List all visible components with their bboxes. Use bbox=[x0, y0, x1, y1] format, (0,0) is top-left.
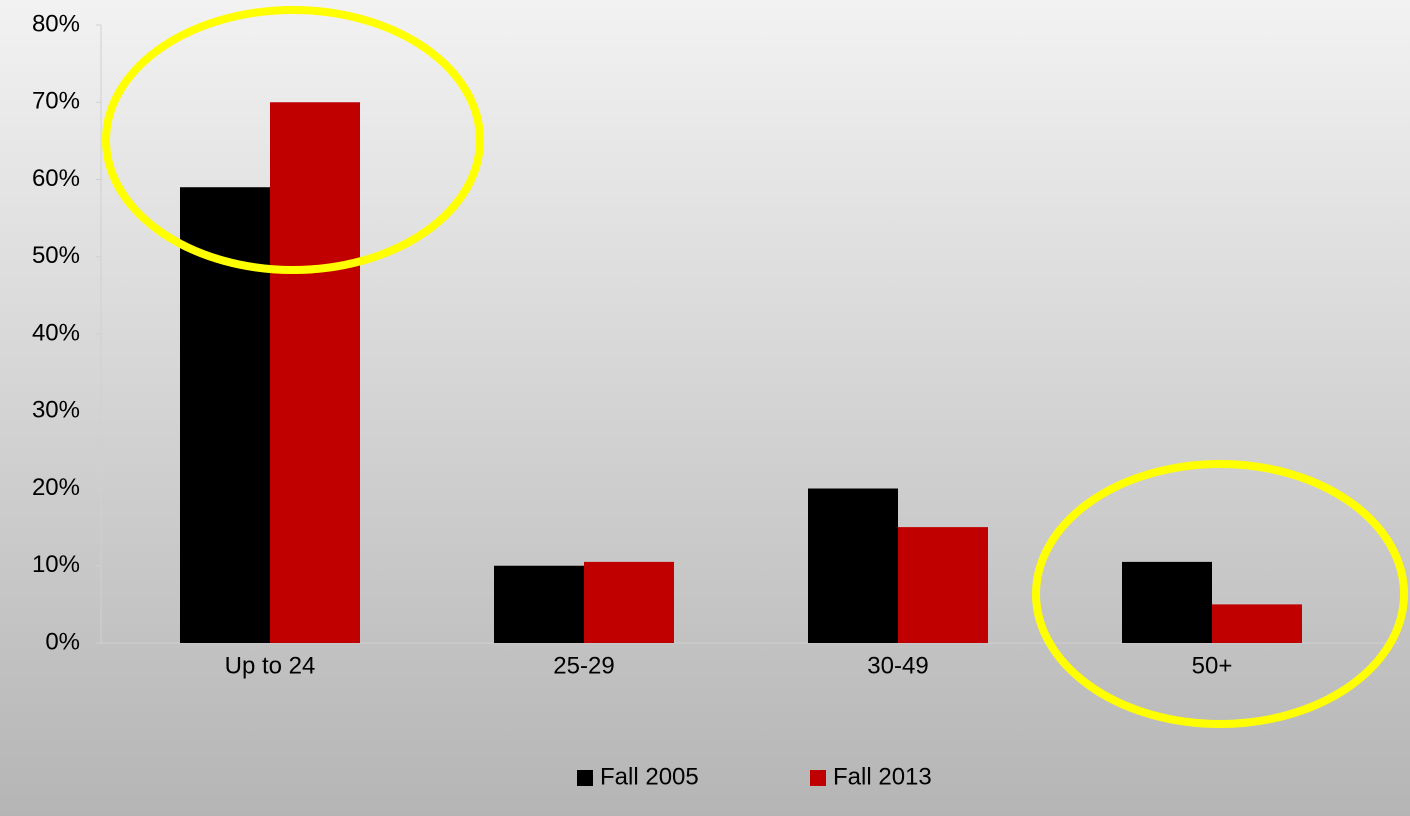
legend-label: Fall 2013 bbox=[833, 763, 932, 790]
y-tick-label: 40% bbox=[32, 319, 80, 346]
y-tick-label: 70% bbox=[32, 88, 80, 115]
y-tick-label: 50% bbox=[32, 242, 80, 269]
x-tick-label: 50+ bbox=[1192, 652, 1233, 679]
bar bbox=[180, 187, 270, 643]
legend-label: Fall 2005 bbox=[600, 763, 699, 790]
bar bbox=[898, 527, 988, 643]
y-tick-label: 80% bbox=[32, 10, 80, 37]
bar bbox=[1212, 604, 1302, 643]
legend-swatch bbox=[577, 770, 593, 786]
y-tick-label: 20% bbox=[32, 474, 80, 501]
highlight-circle bbox=[102, 6, 484, 274]
y-tick-label: 60% bbox=[32, 165, 80, 192]
bar bbox=[494, 565, 584, 643]
x-tick-label: Up to 24 bbox=[225, 652, 316, 679]
y-tick-label: 30% bbox=[32, 397, 80, 424]
bar bbox=[270, 102, 360, 643]
legend-swatch bbox=[810, 770, 826, 786]
x-tick-label: 30-49 bbox=[867, 652, 928, 679]
bar bbox=[808, 488, 898, 643]
bar bbox=[584, 561, 674, 643]
y-tick-label: 0% bbox=[45, 628, 80, 655]
y-tick-label: 10% bbox=[32, 551, 80, 578]
bar bbox=[1122, 561, 1212, 643]
x-tick-label: 25-29 bbox=[553, 652, 614, 679]
highlight-circle bbox=[1032, 460, 1408, 728]
